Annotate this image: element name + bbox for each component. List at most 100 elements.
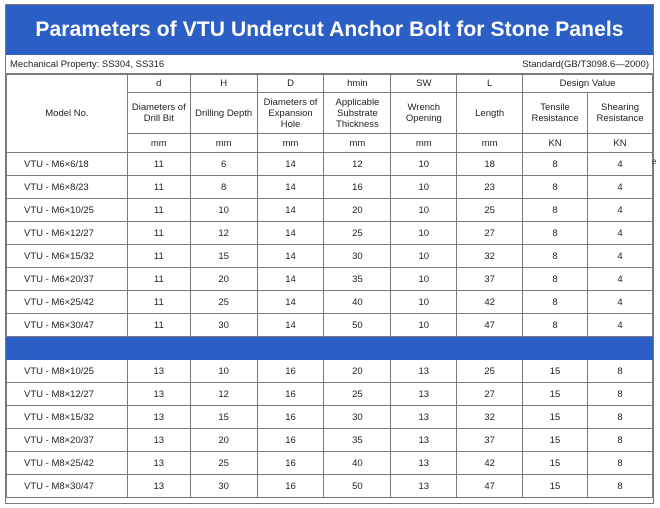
value-cell-L: 23 [456, 175, 524, 199]
value-cell-L: 18 [456, 152, 524, 176]
value-cell-hmin: 20 [323, 359, 392, 383]
value-cell-shear: 8 [587, 451, 653, 475]
separator-bar [6, 336, 653, 360]
table-row: VTU - M6×30/47 11 30 14 50 10 47 8 4 [6, 313, 653, 337]
value-cell-hmin: 25 [323, 382, 392, 406]
column-name: Wrench Opening [390, 92, 458, 134]
model-cell: VTU - M8×25/42 [6, 451, 128, 475]
value-cell-d: 13 [126, 382, 191, 406]
unit-cell: mm [390, 133, 458, 153]
table-row: VTU - M8×12/27 13 12 16 25 13 27 15 8 [6, 382, 653, 406]
value-cell-hmin: 25 [323, 221, 392, 245]
value-cell-tensile: 15 [522, 451, 588, 475]
value-cell-d: 11 [126, 267, 191, 291]
corner-mark: e [652, 157, 657, 166]
value-cell-L: 25 [456, 359, 524, 383]
table-row: VTU - M8×25/42 13 25 16 40 13 42 15 8 [6, 451, 653, 475]
symbol-D: D [256, 74, 325, 93]
column-name: Diameters of Expansion Hole [256, 92, 325, 134]
value-cell-hmin: 30 [323, 244, 392, 268]
unit-cell: KN [522, 133, 588, 153]
model-cell: VTU - M6×15/32 [6, 244, 128, 268]
value-cell-H: 6 [189, 152, 258, 176]
value-cell-H: 25 [189, 451, 258, 475]
value-cell-H: 20 [189, 267, 258, 291]
symbol-SW: SW [390, 74, 458, 93]
table-row: VTU - M8×20/37 13 20 16 35 13 37 15 8 [6, 428, 653, 452]
value-cell-hmin: 12 [323, 152, 392, 176]
model-cell: VTU - M8×30/47 [6, 474, 128, 498]
value-cell-d: 13 [126, 428, 191, 452]
value-cell-D: 16 [256, 382, 325, 406]
symbol-hmin: hmin [323, 74, 392, 93]
value-cell-L: 42 [456, 451, 524, 475]
value-cell-D: 14 [256, 175, 325, 199]
value-cell-SW: 13 [390, 474, 458, 498]
value-cell-tensile: 15 [522, 428, 588, 452]
value-cell-D: 14 [256, 152, 325, 176]
unit-cell: mm [126, 133, 191, 153]
value-cell-d: 13 [126, 405, 191, 429]
value-cell-tensile: 8 [522, 175, 588, 199]
value-cell-L: 32 [456, 405, 524, 429]
value-cell-SW: 10 [390, 198, 458, 222]
value-cell-L: 25 [456, 198, 524, 222]
value-cell-d: 13 [126, 474, 191, 498]
value-cell-d: 11 [126, 313, 191, 337]
value-cell-D: 14 [256, 267, 325, 291]
value-cell-SW: 13 [390, 359, 458, 383]
value-cell-d: 11 [126, 152, 191, 176]
value-cell-tensile: 15 [522, 359, 588, 383]
value-cell-tensile: 8 [522, 244, 588, 268]
value-cell-D: 16 [256, 428, 325, 452]
value-cell-L: 47 [456, 474, 524, 498]
table-row: VTU - M6×20/37 11 20 14 35 10 37 8 4 [6, 267, 653, 291]
value-cell-tensile: 8 [522, 198, 588, 222]
symbol-row: Model No. d H D hmin SW L Design Value [6, 74, 653, 153]
value-cell-D: 14 [256, 221, 325, 245]
value-cell-tensile: 8 [522, 221, 588, 245]
value-cell-shear: 8 [587, 428, 653, 452]
value-cell-shear: 8 [587, 474, 653, 498]
column-name: Shearing Resistance [587, 92, 653, 134]
value-cell-d: 13 [126, 359, 191, 383]
model-cell: VTU - M6×12/27 [6, 221, 128, 245]
value-cell-hmin: 35 [323, 428, 392, 452]
value-cell-shear: 4 [587, 175, 653, 199]
value-cell-shear: 4 [587, 290, 653, 314]
value-cell-d: 11 [126, 175, 191, 199]
unit-cell: KN [587, 133, 653, 153]
value-cell-d: 11 [126, 290, 191, 314]
unit-cell: mm [189, 133, 258, 153]
value-cell-shear: 4 [587, 244, 653, 268]
table-row: VTU - M6×8/23 11 8 14 16 10 23 8 4 [6, 175, 653, 199]
model-cell: VTU - M6×25/42 [6, 290, 128, 314]
value-cell-SW: 13 [390, 451, 458, 475]
table-row: VTU - M8×15/32 13 15 16 30 13 32 15 8 [6, 405, 653, 429]
value-cell-H: 12 [189, 221, 258, 245]
value-cell-SW: 13 [390, 405, 458, 429]
group-separator [6, 336, 653, 360]
value-cell-SW: 13 [390, 382, 458, 406]
value-cell-H: 8 [189, 175, 258, 199]
value-cell-d: 11 [126, 198, 191, 222]
parameter-table: Model No. d H D hmin SW L Design Value D… [6, 74, 653, 498]
value-cell-H: 30 [189, 474, 258, 498]
value-cell-hmin: 16 [323, 175, 392, 199]
value-cell-H: 15 [189, 405, 258, 429]
table-row: VTU - M6×15/32 11 15 14 30 10 32 8 4 [6, 244, 653, 268]
unit-cell: mm [323, 133, 392, 153]
value-cell-tensile: 15 [522, 474, 588, 498]
value-cell-H: 25 [189, 290, 258, 314]
model-cell: VTU - M6×30/47 [6, 313, 128, 337]
title-bar: Parameters of VTU Undercut Anchor Bolt f… [6, 5, 653, 55]
value-cell-SW: 10 [390, 267, 458, 291]
value-cell-tensile: 15 [522, 382, 588, 406]
value-cell-L: 37 [456, 428, 524, 452]
value-cell-shear: 4 [587, 198, 653, 222]
value-cell-SW: 10 [390, 290, 458, 314]
table-row: VTU - M6×10/25 11 10 14 20 10 25 8 4 [6, 198, 653, 222]
model-cell: VTU - M8×15/32 [6, 405, 128, 429]
value-cell-D: 16 [256, 451, 325, 475]
value-cell-tensile: 15 [522, 405, 588, 429]
